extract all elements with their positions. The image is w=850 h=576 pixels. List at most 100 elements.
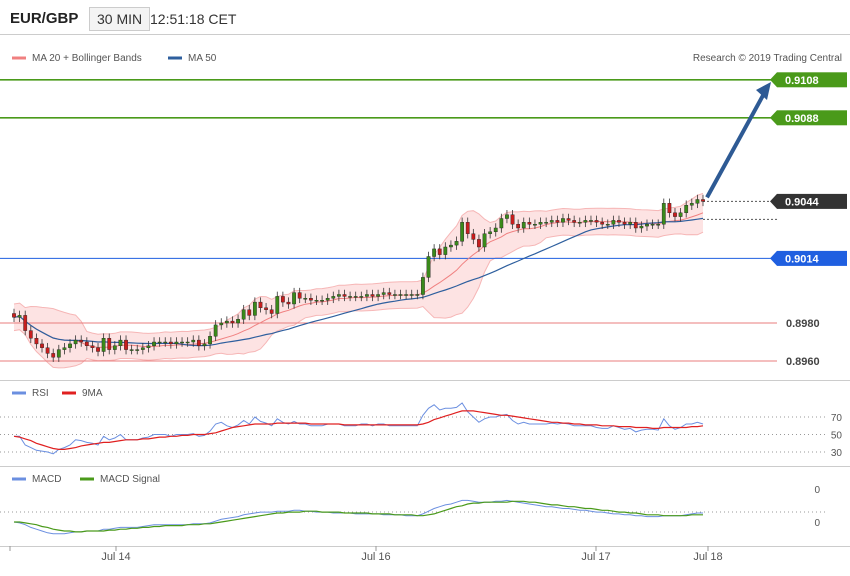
- candle-body: [404, 294, 408, 296]
- candle-body: [224, 320, 229, 324]
- bollinger-band-fill: [14, 193, 703, 368]
- candle-body: [247, 309, 252, 316]
- candle-body: [292, 292, 296, 305]
- candle-body: [387, 292, 392, 295]
- candle-body: [583, 220, 588, 223]
- candle-body: [650, 223, 655, 226]
- candle-body: [73, 339, 78, 345]
- legend-ma20: MA 20 + Bollinger Bands: [32, 53, 142, 64]
- candle-body: [555, 220, 560, 223]
- candle-body: [376, 294, 380, 297]
- candle-body: [426, 256, 431, 278]
- candle-body: [667, 203, 672, 214]
- candle-body: [359, 296, 364, 298]
- bollinger-lower: [13, 231, 704, 369]
- candle-body: [23, 315, 28, 331]
- level-tag-0.9014: [777, 250, 847, 266]
- level-label-0.8980: 0.8980: [786, 318, 820, 330]
- candle-body: [482, 233, 487, 248]
- candle-body: [460, 222, 465, 242]
- candle-body: [415, 294, 420, 296]
- level-tag-0.9108: [777, 72, 847, 88]
- candle-body: [314, 300, 319, 302]
- time-axis: Jul 14 Jul 16 Jul 17 Jul 18: [9, 546, 723, 563]
- rsi-ma-line: [13, 410, 704, 450]
- candle-body: [477, 239, 481, 248]
- candle-body: [661, 203, 666, 225]
- level-tag-0.9044: [777, 193, 847, 209]
- timeframe-selector[interactable]: 30 MIN: [89, 7, 151, 31]
- candle-body: [45, 347, 50, 354]
- legend-rsi: RSI: [32, 388, 49, 399]
- candle-body: [566, 218, 571, 221]
- candlesticks: [12, 194, 705, 362]
- candle-body: [163, 341, 168, 344]
- candle-body: [695, 199, 700, 204]
- candle-body: [628, 222, 633, 225]
- time-label: Jul 18: [693, 551, 722, 563]
- candle-body: [17, 315, 22, 318]
- macd-line: [13, 499, 703, 535]
- level-label-0.9108: 0.9108: [785, 75, 819, 87]
- candle-body: [157, 341, 162, 344]
- time-label: Jul 14: [101, 551, 130, 563]
- credit-text: Research © 2019 Trading Central: [693, 53, 842, 64]
- clock-label: 12:51:18 CET: [150, 11, 237, 27]
- candle-body: [28, 330, 33, 339]
- level-tag-pointer-0.9044: [770, 193, 777, 209]
- candle-body: [101, 338, 106, 352]
- candle-body: [124, 339, 128, 350]
- candle-body: [370, 294, 375, 297]
- candle-body: [269, 309, 274, 314]
- candle-body: [409, 294, 414, 296]
- candle-body: [465, 222, 470, 234]
- rsi-plot: [0, 402, 828, 455]
- candle-body: [449, 244, 453, 248]
- candle-body: [275, 296, 280, 314]
- candle-body: [135, 349, 140, 351]
- legend-ma50: MA 50: [188, 53, 217, 64]
- level-tag-0.9088: [777, 110, 847, 126]
- candle-body: [280, 296, 285, 303]
- candle-body: [611, 220, 616, 225]
- candle-body: [62, 347, 67, 350]
- candle-body: [499, 218, 504, 229]
- candle-body: [185, 341, 190, 344]
- price-levels: [0, 79, 777, 362]
- forecast-arrow: [705, 82, 771, 199]
- candle-body: [533, 223, 537, 226]
- forecast-arrow-head: [756, 82, 771, 100]
- level-label-0.9088: 0.9088: [785, 113, 819, 125]
- candle-body: [605, 223, 610, 226]
- candle-body: [252, 301, 257, 316]
- candle-body: [656, 223, 661, 226]
- candle-body: [286, 301, 291, 305]
- legend-9ma: 9MA: [82, 388, 103, 399]
- ma20-line: [13, 212, 704, 349]
- candle-body: [510, 214, 515, 225]
- candle-body: [589, 220, 593, 222]
- candle-body: [40, 343, 44, 348]
- candle-body: [678, 212, 683, 217]
- candle-body: [230, 320, 235, 324]
- candle-body: [633, 222, 638, 229]
- candle-body: [549, 220, 554, 223]
- candle-body: [617, 220, 621, 223]
- candle-body: [527, 222, 532, 225]
- candle-body: [174, 341, 179, 345]
- candle-body: [421, 277, 425, 295]
- candle-body: [90, 345, 95, 348]
- candle-body: [309, 298, 313, 301]
- rsi-tick-70: 70: [831, 413, 843, 424]
- time-label: Jul 16: [361, 551, 390, 563]
- bollinger-upper: [13, 192, 704, 335]
- candle-body: [241, 309, 246, 320]
- candle-body: [622, 222, 627, 225]
- candle-body: [213, 324, 218, 337]
- candle-body: [701, 199, 705, 202]
- candle-body: [12, 313, 16, 318]
- candle-body: [68, 343, 72, 348]
- candle-body: [684, 204, 689, 213]
- candle-body: [236, 319, 240, 324]
